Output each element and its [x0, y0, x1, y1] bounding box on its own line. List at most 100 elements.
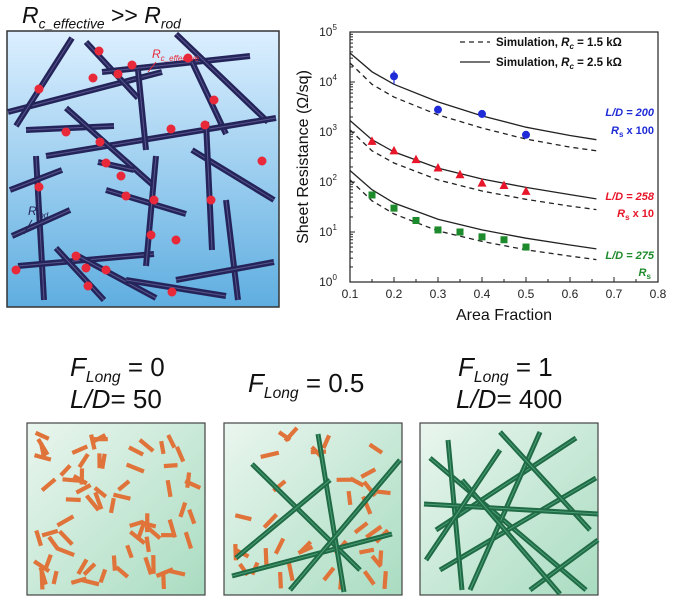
junction-dot [101, 265, 111, 275]
panel1-title-line1: FLong = 0 [70, 352, 165, 387]
data-point [434, 105, 442, 114]
short-rod [273, 537, 286, 555]
data-point [478, 233, 486, 241]
simulation-dashed-line [349, 62, 597, 152]
short-rod [278, 571, 283, 589]
junction-dot [149, 195, 159, 205]
short-rod [62, 477, 81, 483]
short-rod [56, 514, 75, 528]
short-rod [81, 578, 100, 587]
junction-dot [166, 124, 176, 134]
simulation-solid-line [349, 52, 597, 141]
panel-long-rods [419, 422, 600, 596]
short-rod [260, 450, 280, 459]
short-rod [322, 566, 336, 582]
short-rod [91, 433, 107, 444]
short-rod [283, 426, 299, 443]
nanorod-highlight [137, 69, 147, 151]
data-point [368, 191, 376, 199]
short-rod [93, 491, 104, 510]
junction-dot [94, 46, 104, 56]
x-tick-label: 0.5 [518, 287, 535, 301]
long-rod-highlight [439, 477, 597, 571]
x-tick-label: 0.2 [386, 287, 403, 301]
junction-dot [11, 265, 21, 275]
short-rod [161, 574, 166, 590]
long-rod-highlight [251, 463, 361, 571]
short-rod [135, 522, 146, 541]
short-rod [112, 492, 131, 501]
short-rod [33, 453, 52, 462]
simulation-solid-line [349, 170, 597, 250]
short-rod [93, 486, 108, 499]
junction-dot [88, 73, 98, 83]
short-rod [359, 547, 375, 555]
data-point [390, 204, 398, 212]
data-point [522, 243, 530, 251]
data-point [433, 163, 443, 172]
simulation-dashed-line [349, 179, 597, 261]
data-point [411, 154, 421, 164]
panel-short-rods [26, 422, 206, 596]
x-tick-label: 0.8 [650, 287, 667, 301]
short-rod [125, 462, 145, 474]
short-rod [365, 524, 383, 540]
panel3-title-line1: FLong = 1 [458, 352, 553, 387]
title-r2: R [144, 2, 161, 28]
x-tick-label: 0.4 [474, 287, 491, 301]
short-rod [129, 519, 145, 528]
nanorod-highlight [205, 121, 213, 251]
short-rod [51, 570, 59, 585]
short-rod [98, 568, 108, 584]
x-tick-label: 0.1 [342, 287, 359, 301]
junction-dot [209, 95, 219, 105]
junction-dot [121, 191, 131, 201]
short-rod [75, 483, 92, 495]
junction-dot [257, 156, 267, 166]
rrod-pointer [23, 219, 33, 235]
short-rod [34, 529, 44, 547]
short-rod [100, 453, 107, 470]
junction-dot [34, 182, 44, 192]
short-rod [382, 571, 388, 590]
short-rod [71, 444, 89, 455]
long-rod-highlight [317, 433, 345, 593]
network-title: Rc_effective >> Rrod [22, 2, 181, 32]
junction-dot [200, 120, 210, 130]
short-rod [111, 555, 117, 571]
sheet-resistance-chart: 0.1 0.2 0.3 0.4 0.5 0.6 0.7 0.8 100 101 102 103 104 1… [295, 23, 667, 324]
short-rod [183, 531, 194, 550]
junction-dot [167, 287, 177, 297]
data-point [477, 178, 487, 187]
short-rod [298, 540, 313, 555]
long-rod-highlight [235, 479, 331, 559]
y-tick-label: 102 [319, 173, 337, 189]
short-rod [263, 548, 269, 565]
short-rod [146, 526, 162, 540]
junction-dot [146, 230, 156, 240]
legend-entry: Simulation, Rc = 2.5 kΩ [496, 57, 622, 71]
long-rod-highlight [289, 459, 401, 591]
series-ld-label: L/D = 258 [605, 191, 654, 203]
short-rod [155, 567, 174, 578]
short-rod [138, 438, 155, 453]
short-rod [59, 464, 72, 477]
data-point [390, 72, 398, 81]
legend-entry: Simulation, Rc = 1.5 kΩ [496, 37, 622, 51]
short-rod [41, 528, 59, 538]
x-axis-label: Area Fraction [456, 307, 552, 324]
y-tick-label: 103 [319, 123, 337, 139]
title-r1-sub: c_effective [38, 16, 105, 32]
nanorod-highlight [9, 169, 63, 191]
short-rod [128, 445, 145, 457]
short-rod [163, 463, 178, 469]
short-rod [321, 434, 332, 449]
short-rod [184, 479, 202, 490]
junction-dot [113, 69, 123, 79]
y-tick-label: 104 [319, 73, 337, 89]
data-point [521, 186, 531, 195]
panel3-title-line2: L/D= 400 [456, 384, 563, 414]
nanorod-highlight [25, 125, 115, 131]
junction-dot [116, 171, 126, 181]
long-rod-highlight [423, 503, 599, 515]
